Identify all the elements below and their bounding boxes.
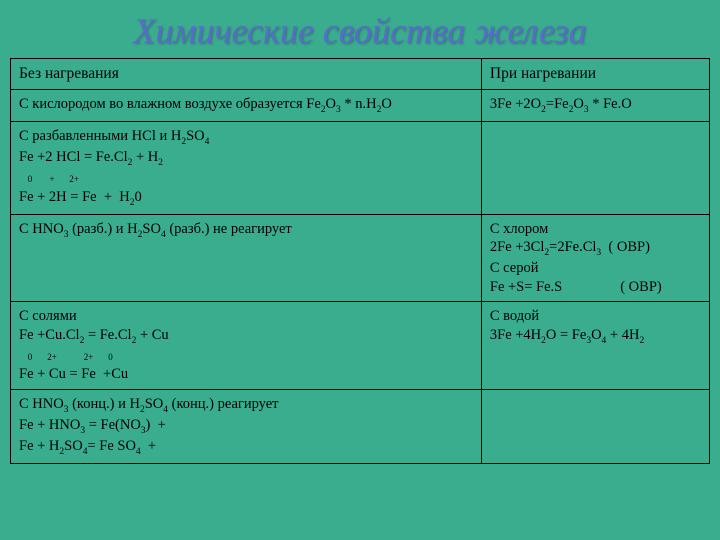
table-cell-right: 3Fe +2O2=Fe2O3 * Fe.O bbox=[481, 89, 709, 121]
table-cell-left: Без нагревания bbox=[11, 59, 482, 90]
table-row: С солямиFe +Cu.Cl2 = Fe.Cl2 + Cu02+ 2+0F… bbox=[11, 302, 710, 390]
properties-table: Без нагреванияПри нагреванииС кислородом… bbox=[10, 58, 710, 464]
table-cell-left: С солямиFe +Cu.Cl2 = Fe.Cl2 + Cu02+ 2+0F… bbox=[11, 302, 482, 390]
table-cell-right: С водой3Fe +4H2O = Fe3O4 + 4H2 bbox=[481, 302, 709, 390]
table-row: С HNO3 (конц.) и H2SO4 (конц.) реагирует… bbox=[11, 389, 710, 463]
page-title: Химические свойства железа bbox=[0, 0, 720, 58]
table-row: С кислородом во влажном воздухе образует… bbox=[11, 89, 710, 121]
table-header-row: Без нагреванияПри нагревании bbox=[11, 59, 710, 90]
table-cell-left: С разбавленными HCl и H2SO4Fe +2 HCl = F… bbox=[11, 121, 482, 214]
table-cell-left: С HNO3 (конц.) и H2SO4 (конц.) реагирует… bbox=[11, 389, 482, 463]
table-row: С HNO3 (разб.) и H2SO4 (разб.) не реагир… bbox=[11, 214, 710, 302]
table-cell-right: С хлором2Fe +3Cl2=2Fe.Cl3 ( ОВР)С серойF… bbox=[481, 214, 709, 302]
table-cell-right bbox=[481, 389, 709, 463]
table-cell-left: С кислородом во влажном воздухе образует… bbox=[11, 89, 482, 121]
table-cell-right bbox=[481, 121, 709, 214]
table-row: С разбавленными HCl и H2SO4Fe +2 HCl = F… bbox=[11, 121, 710, 214]
table-cell-left: С HNO3 (разб.) и H2SO4 (разб.) не реагир… bbox=[11, 214, 482, 302]
table-cell-right: При нагревании bbox=[481, 59, 709, 90]
